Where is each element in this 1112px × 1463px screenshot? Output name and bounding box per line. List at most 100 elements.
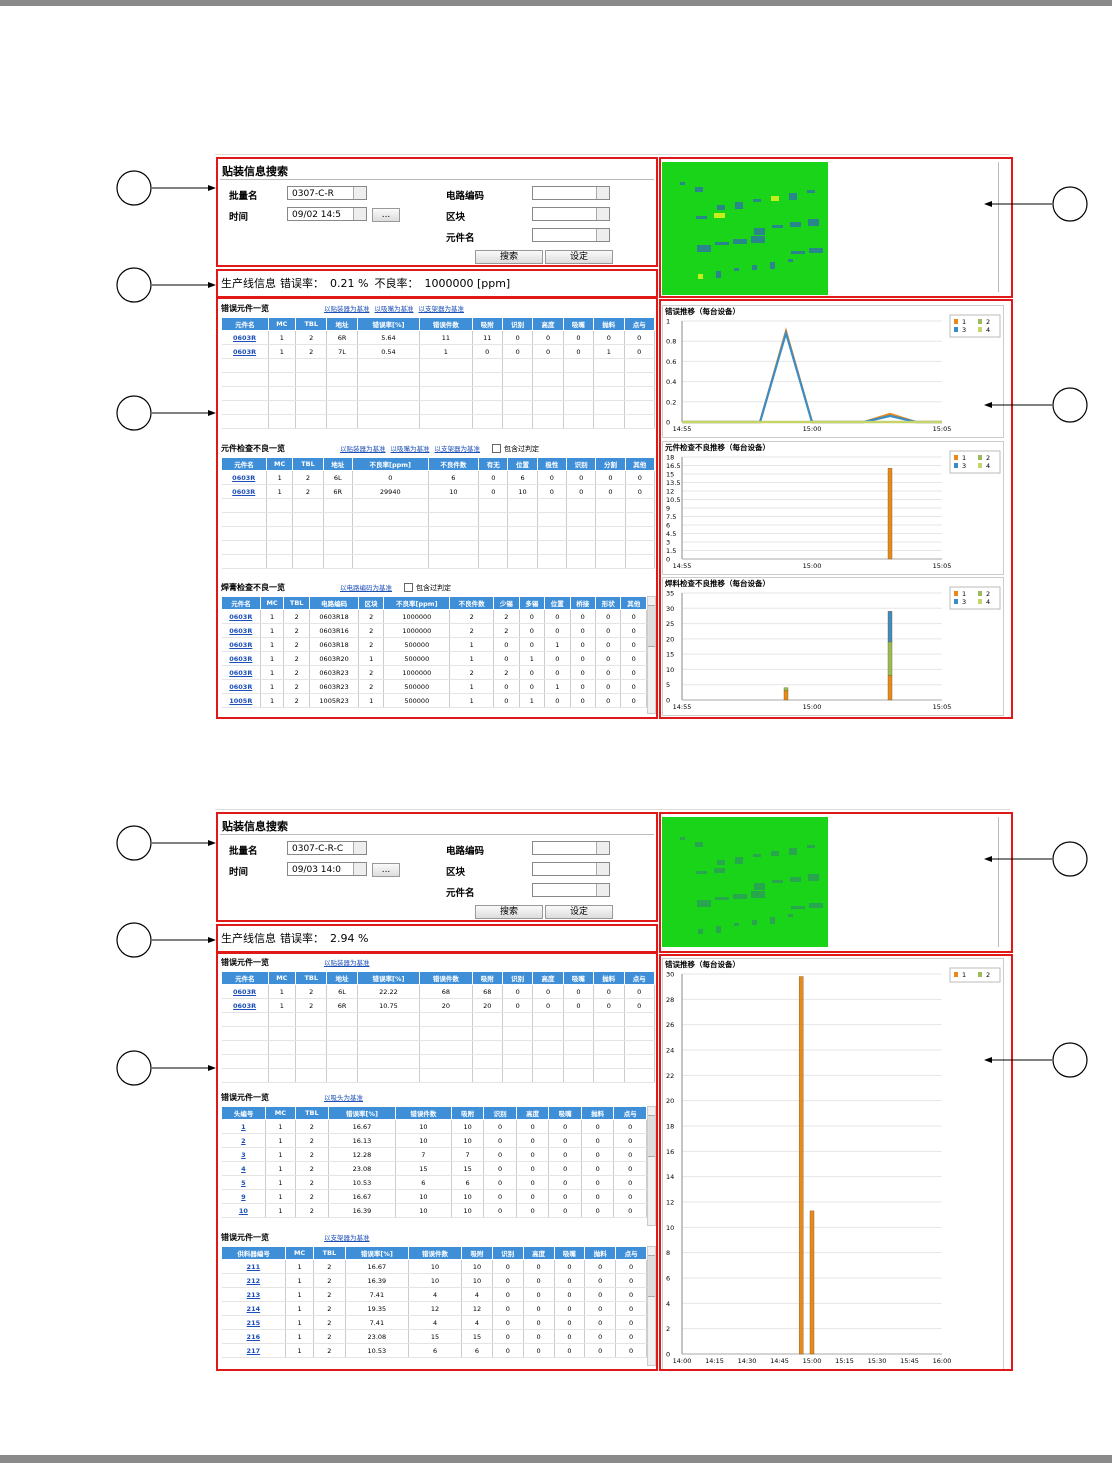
row-link[interactable]: 4: [241, 1164, 246, 1173]
row-link[interactable]: 3: [241, 1150, 246, 1159]
row-link[interactable]: 0603R: [232, 487, 256, 496]
row-link[interactable]: 2: [241, 1136, 246, 1145]
cell: 2: [313, 1287, 346, 1302]
basis-link[interactable]: 以支架器为基准: [418, 305, 465, 313]
search-button[interactable]: 搜索: [475, 250, 543, 264]
cell: [537, 498, 568, 513]
table-title-bar: 焊膏检查不良一览 以电路编码为基准 包含过判定: [221, 582, 451, 593]
cell: [357, 1026, 421, 1041]
search-button[interactable]: 搜索: [475, 905, 543, 919]
cell: 0: [584, 1273, 617, 1288]
row-link[interactable]: 215: [246, 1318, 261, 1327]
cell: [295, 1026, 328, 1041]
lot-select[interactable]: 0307-C-R-C: [287, 841, 367, 855]
basis-link[interactable]: 以吸嘴为基准: [390, 445, 430, 453]
settings-button[interactable]: 设定: [545, 250, 613, 264]
scroll-thumb: [648, 1115, 655, 1157]
cell: 0: [615, 1273, 647, 1288]
row-link[interactable]: 214: [246, 1304, 261, 1313]
row-link[interactable]: 211: [246, 1262, 261, 1271]
settings-button[interactable]: 设定: [545, 905, 613, 919]
column-header: 点与: [623, 317, 655, 331]
more-button[interactable]: ...: [372, 863, 400, 877]
more-button[interactable]: ...: [372, 208, 400, 222]
cell: [352, 498, 429, 513]
row-link[interactable]: 0603R: [233, 1001, 257, 1010]
cell: 5.64: [357, 330, 421, 345]
row-link[interactable]: 0603R: [233, 347, 257, 356]
row-link[interactable]: 213: [246, 1290, 261, 1299]
y-tick-label: 16.5: [666, 462, 680, 470]
row-link[interactable]: 212: [246, 1276, 261, 1285]
cell: [292, 554, 324, 569]
legend-swatch: [954, 599, 958, 604]
row-link[interactable]: 5: [241, 1178, 246, 1187]
y-tick-label: 12: [666, 1199, 674, 1207]
row-link[interactable]: 0603R: [229, 626, 253, 635]
pcb-view: [662, 162, 828, 295]
row-link[interactable]: 217: [246, 1346, 261, 1355]
row-link[interactable]: 0603R: [229, 682, 253, 691]
basis-link[interactable]: 以贴装器为基准: [324, 305, 370, 313]
table-row: 0603R 1 2 6R 5.64 11 11 0 0 0 0 0: [221, 330, 655, 345]
block-label: 区块: [446, 867, 466, 878]
time-select[interactable]: 09/02 14:5: [287, 207, 367, 221]
pcb-pad: [695, 187, 703, 192]
row-link[interactable]: 0603R: [233, 333, 257, 342]
cell: 5: [221, 1175, 267, 1190]
cell: [563, 1040, 595, 1055]
x-tick-label: 16:00: [933, 1357, 952, 1365]
cell: 0: [544, 623, 571, 638]
row-link[interactable]: 0603R: [233, 987, 257, 996]
basis-link[interactable]: 以支架器为基准: [434, 445, 481, 453]
lot-select[interactable]: 0307-C-R: [287, 186, 367, 200]
cell: 0: [615, 1329, 647, 1344]
row-link[interactable]: 0603R: [229, 612, 253, 621]
basis-link[interactable]: 以贴装器为基准: [324, 959, 370, 967]
cell: [357, 1040, 421, 1055]
y-tick-label: 13.5: [666, 479, 680, 487]
cell: 0: [593, 330, 625, 345]
basis-link[interactable]: 以吸头为基准: [324, 1094, 363, 1102]
row-link[interactable]: 1: [241, 1122, 246, 1131]
cell: 0: [523, 1315, 555, 1330]
column-header: 高度: [515, 1106, 550, 1120]
cell: [563, 1068, 595, 1083]
pcb-pad: [735, 857, 743, 864]
basis-link[interactable]: 以吸嘴为基准: [374, 305, 414, 313]
cell: [593, 1054, 625, 1069]
row-link[interactable]: 0603R: [229, 668, 253, 677]
table-row: 216 1 2 23.08 15 15 0 0 0 0 0: [221, 1329, 647, 1344]
table-row: 213 1 2 7.41 4 4 0 0 0 0 0: [221, 1287, 647, 1302]
basis-link[interactable]: 以支架器为基准: [324, 1234, 370, 1242]
y-tick-label: 7.5: [666, 513, 676, 521]
cell: 0: [570, 623, 596, 638]
cell: [625, 540, 656, 555]
cell: [532, 1054, 564, 1069]
y-tick-label: 15: [666, 471, 674, 479]
cell: [357, 414, 421, 429]
basis-link[interactable]: 以贴装器为基准: [340, 445, 386, 453]
cell: 0603R23: [309, 665, 359, 680]
cell: [357, 1012, 421, 1027]
column-header: 地址: [322, 457, 353, 471]
cell: [357, 358, 421, 373]
time-select[interactable]: 09/03 14:0: [287, 862, 367, 876]
basis-link[interactable]: 以电路编码为基准: [340, 584, 392, 592]
row-link[interactable]: 9: [241, 1192, 246, 1201]
cell: 10: [461, 1259, 493, 1274]
row-link[interactable]: 10: [238, 1206, 248, 1215]
bar-segment: [887, 675, 893, 701]
row-link[interactable]: 0603R: [232, 473, 256, 482]
table-row: [221, 414, 655, 429]
row-link[interactable]: 0603R: [229, 654, 253, 663]
legend-swatch: [954, 327, 958, 332]
cell: [593, 400, 625, 415]
circuit-label: 电路编码: [446, 846, 485, 857]
y-tick-label: 4.5: [666, 530, 676, 538]
error-rate: 0.21 %: [330, 277, 369, 290]
row-link[interactable]: 0603R: [229, 640, 253, 649]
cell: 0: [581, 1133, 615, 1148]
row-link[interactable]: 1005R: [229, 696, 253, 705]
row-link[interactable]: 216: [246, 1332, 261, 1341]
